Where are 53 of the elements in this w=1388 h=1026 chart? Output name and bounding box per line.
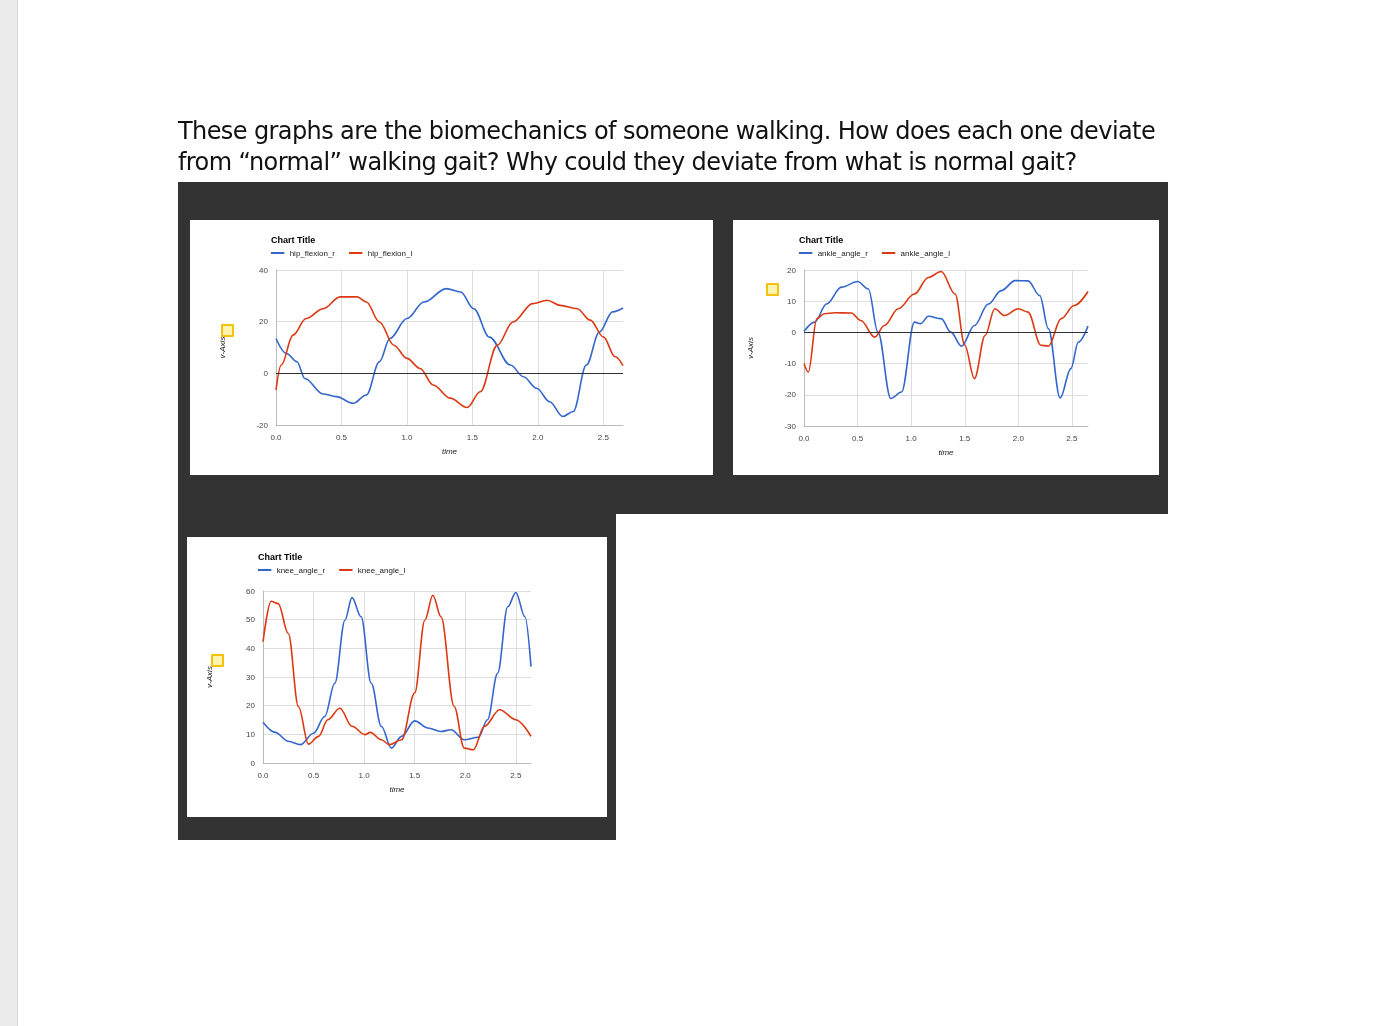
y-tick-label: 0 <box>250 758 256 768</box>
y-tick-label: 10 <box>246 729 256 739</box>
x-axis-title: time <box>938 447 955 457</box>
y-tick-label: 40 <box>246 643 256 653</box>
x-tick-label: 1.0 <box>401 432 414 442</box>
legend-label: knee_angle_l <box>357 565 406 575</box>
x-tick-label: 0.0 <box>257 770 270 780</box>
y-tick-label: -10 <box>784 359 797 369</box>
x-axis-title: time <box>441 446 458 456</box>
y-tick-label: -20 <box>784 390 797 400</box>
legend-label: knee_angle_r <box>276 565 326 575</box>
line-series <box>803 270 1089 380</box>
text: These graphs are the biomechanics of someone walking. How does each one deviate from “normal” walking gait? Why could they deviate from what is normal gait? <box>178 116 1157 178</box>
x-tick-label: 0.0 <box>270 432 283 442</box>
x-tick-label: 2.0 <box>1012 433 1025 443</box>
legend-label: ankle_angle_r <box>817 248 869 258</box>
y-tick-label: -20 <box>256 420 269 430</box>
legend-label: ankle_angle_l <box>900 248 951 258</box>
x-tick-label: 0.5 <box>852 433 864 443</box>
x-tick-label: 1.5 <box>466 432 479 442</box>
y-tick-label: 0 <box>263 368 269 378</box>
y-tick-label: 40 <box>259 265 269 275</box>
x-axis-title: time <box>389 784 406 794</box>
x-tick-label: 1.5 <box>409 770 421 780</box>
legend-label: hip_flexion_l <box>367 248 413 258</box>
y-tick-label: 30 <box>246 672 256 682</box>
y-tick-label: 10 <box>787 296 797 306</box>
y-tick-label: 20 <box>259 317 269 327</box>
x-tick-label: 2.0 <box>532 432 544 442</box>
x-tick-label: 1.0 <box>358 770 371 780</box>
x-tick-label: 2.0 <box>459 770 472 780</box>
legend-label: hip_flexion_r <box>289 248 336 258</box>
chart-title: Chart Title <box>799 234 844 245</box>
y-tick-label: 50 <box>246 615 256 625</box>
x-tick-label: 0.5 <box>308 770 320 780</box>
x-tick-label: 2.5 <box>1066 433 1079 443</box>
x-tick-label: 0.0 <box>798 433 811 443</box>
y-tick-label: -30 <box>784 421 797 431</box>
y-tick-label: 20 <box>246 701 256 711</box>
chart-title: Chart Title <box>258 551 303 562</box>
y-tick-label: 20 <box>787 265 797 275</box>
x-tick-label: 1.5 <box>959 433 971 443</box>
x-tick-label: 2.5 <box>597 432 610 442</box>
y-tick-label: 0 <box>791 327 797 337</box>
y-axis-title: v-Axis <box>745 337 755 359</box>
y-axis-title: v-Axis <box>204 666 214 688</box>
x-tick-label: 2.5 <box>510 770 522 780</box>
line-series <box>803 279 1089 400</box>
x-tick-label: 0.5 <box>335 432 348 442</box>
y-axis-title: v-Axis <box>217 336 227 359</box>
chart-title: Chart Title <box>271 234 316 245</box>
x-tick-label: 1.0 <box>905 433 918 443</box>
y-tick-label: 60 <box>246 586 256 596</box>
